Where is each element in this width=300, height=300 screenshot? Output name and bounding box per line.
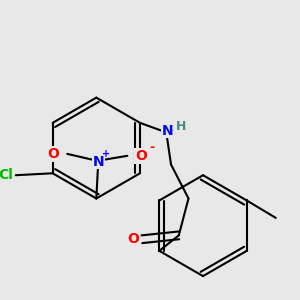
Text: O: O <box>127 232 139 246</box>
Text: O: O <box>135 149 147 163</box>
Text: H: H <box>176 120 186 133</box>
Text: +: + <box>102 149 110 159</box>
Text: N: N <box>92 154 104 169</box>
Text: O: O <box>48 147 60 161</box>
Text: N: N <box>161 124 173 138</box>
Text: Cl: Cl <box>0 168 14 182</box>
Text: -: - <box>149 141 154 154</box>
